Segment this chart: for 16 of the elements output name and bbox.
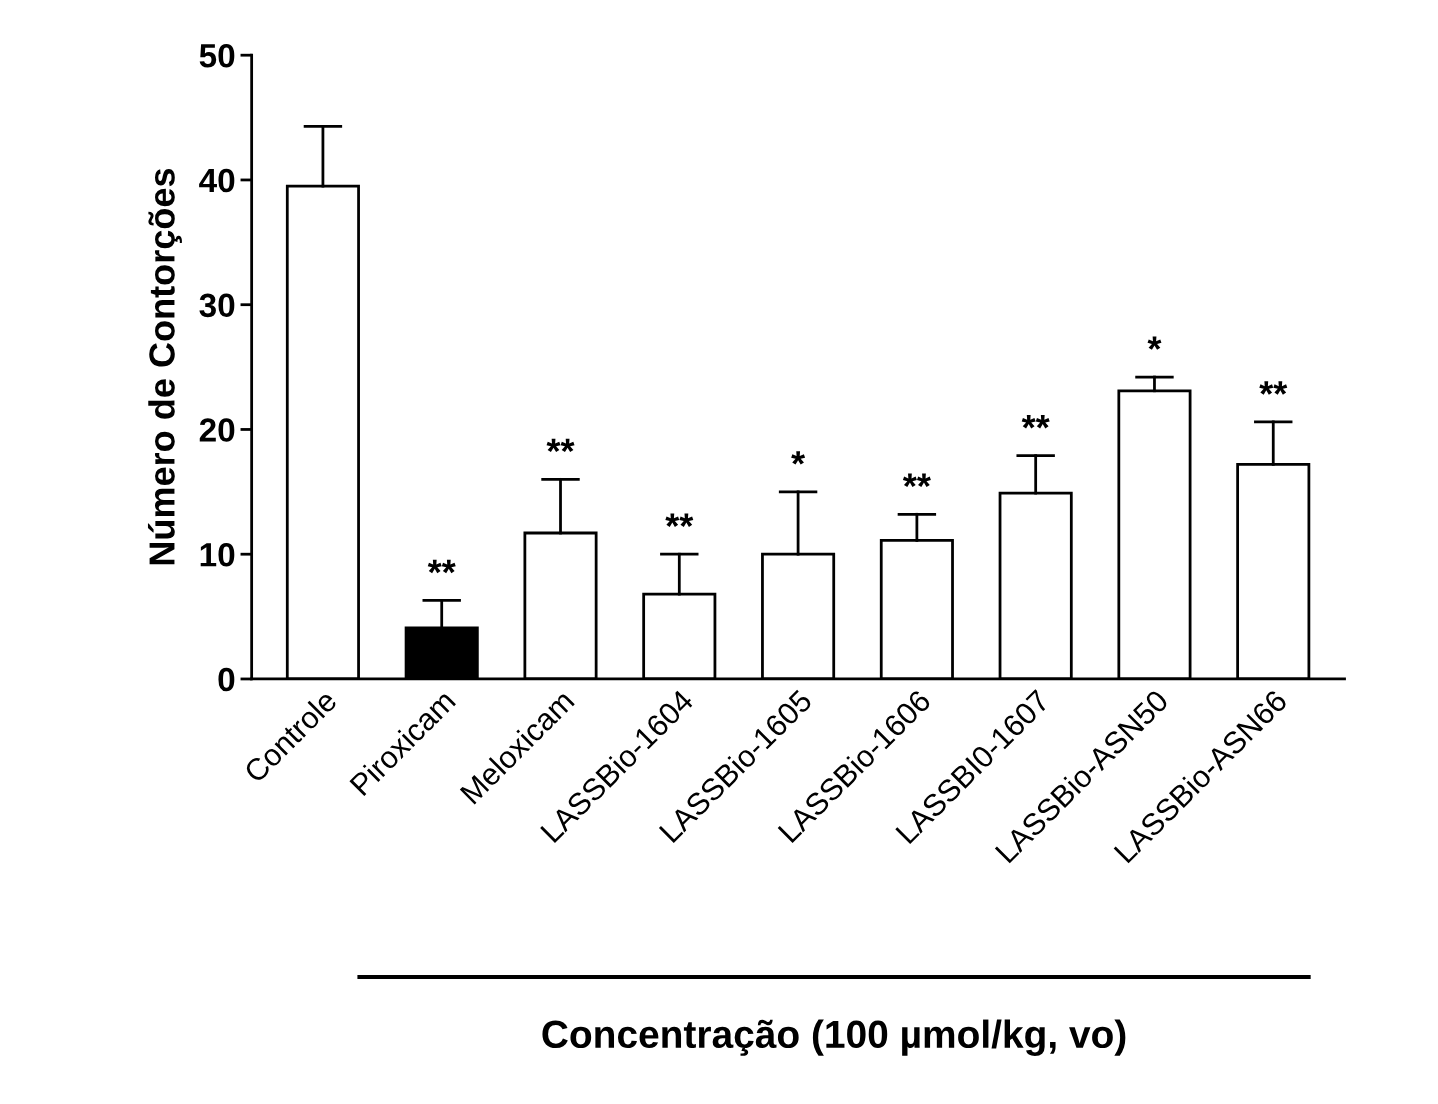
- x-axis-title: Concentração (100 µmol/kg, vo): [542, 1019, 1126, 1056]
- y-tick-label: 50: [199, 44, 235, 68]
- annotation: *: [791, 451, 806, 465]
- annotation: **: [1259, 381, 1288, 395]
- y-tick-label: 0: [218, 667, 235, 692]
- y-tick-label: 20: [199, 418, 235, 442]
- y-tick-label: 10: [200, 543, 235, 567]
- annotation: **: [546, 438, 575, 453]
- annotation: **: [427, 559, 456, 574]
- annotation: **: [1021, 414, 1050, 429]
- annotation: **: [902, 473, 931, 488]
- y-tick-label: 30: [199, 293, 235, 318]
- y-tick-label: 40: [199, 168, 235, 193]
- y-axis-title: Número de Contorções: [147, 168, 182, 565]
- annotation: *: [1147, 336, 1162, 350]
- annotation: **: [665, 513, 694, 527]
